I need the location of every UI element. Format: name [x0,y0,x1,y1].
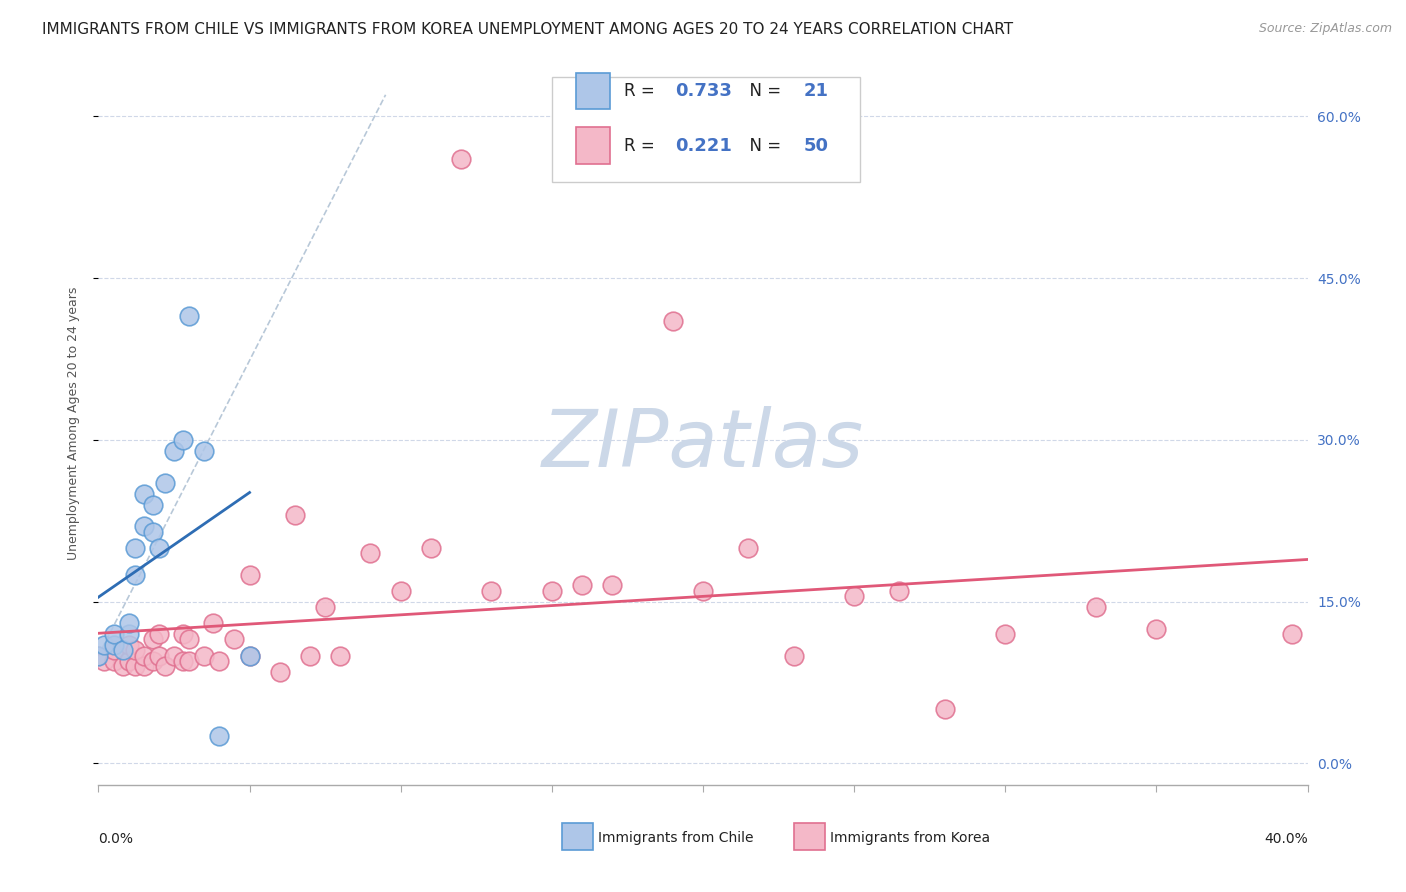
Point [153,475,176,490]
Point [193,648,215,663]
Text: R =: R = [624,82,661,100]
Text: Immigrants from Chile: Immigrants from Chile [598,830,754,845]
FancyBboxPatch shape [576,73,610,110]
Point [934,702,956,716]
Point [172,627,194,641]
Point [450,153,472,167]
Point [1144,622,1167,636]
Point [269,665,291,679]
Point [1281,627,1303,641]
Point [124,643,146,657]
Point [202,616,225,631]
Point [224,632,246,647]
Text: 50: 50 [803,136,828,154]
Point [179,309,201,323]
Point [540,583,562,598]
Point [93,638,115,652]
Point [163,648,186,663]
Point [692,583,714,598]
Point [148,541,170,555]
Point [172,654,194,668]
Text: IMMIGRANTS FROM CHILE VS IMMIGRANTS FROM KOREA UNEMPLOYMENT AMONG AGES 20 TO 24 : IMMIGRANTS FROM CHILE VS IMMIGRANTS FROM… [42,22,1014,37]
Point [103,638,125,652]
Point [481,583,503,598]
Point [118,616,141,631]
Point [299,648,322,663]
Point [142,632,165,647]
Point [661,314,683,328]
Point [179,632,201,647]
Y-axis label: Unemployment Among Ages 20 to 24 years: Unemployment Among Ages 20 to 24 years [67,287,80,560]
Point [103,654,125,668]
Point [389,583,412,598]
Point [208,654,231,668]
Point [103,627,125,641]
Point [142,524,165,539]
Text: Immigrants from Korea: Immigrants from Korea [830,830,990,845]
Point [193,443,215,458]
Point [844,589,866,603]
Text: N =: N = [740,82,786,100]
Point [314,600,336,615]
Text: Source: ZipAtlas.com: Source: ZipAtlas.com [1258,22,1392,36]
Point [132,648,155,663]
Point [87,648,110,663]
Point [142,654,165,668]
Text: 0.733: 0.733 [675,82,733,100]
Text: 0.221: 0.221 [675,136,733,154]
Text: 40.0%: 40.0% [1264,832,1308,846]
Point [783,648,806,663]
Point [284,508,307,523]
Text: R =: R = [624,136,661,154]
Point [602,578,624,592]
Point [239,648,262,663]
FancyBboxPatch shape [576,128,610,163]
Point [124,541,146,555]
Point [420,541,443,555]
Point [103,643,125,657]
Point [142,498,165,512]
Point [153,659,176,673]
Point [132,487,155,501]
Point [737,541,759,555]
Point [179,654,201,668]
Point [118,627,141,641]
Point [994,627,1017,641]
Point [132,659,155,673]
Point [132,519,155,533]
Point [1085,600,1108,615]
Text: N =: N = [740,136,786,154]
Point [163,443,186,458]
Point [148,627,170,641]
Point [172,433,194,447]
Point [360,546,382,560]
Point [571,578,593,592]
Text: ZIPatlas: ZIPatlas [541,407,865,484]
Point [87,648,110,663]
Text: 21: 21 [803,82,828,100]
Point [124,659,146,673]
Point [239,567,262,582]
Point [889,583,911,598]
Point [148,648,170,663]
Point [124,567,146,582]
Text: 0.0%: 0.0% [98,832,134,846]
Point [118,654,141,668]
Point [329,648,352,663]
Point [118,638,141,652]
Point [239,648,262,663]
Point [111,643,134,657]
Point [111,659,134,673]
Point [93,654,115,668]
Point [208,730,231,744]
FancyBboxPatch shape [551,77,860,182]
